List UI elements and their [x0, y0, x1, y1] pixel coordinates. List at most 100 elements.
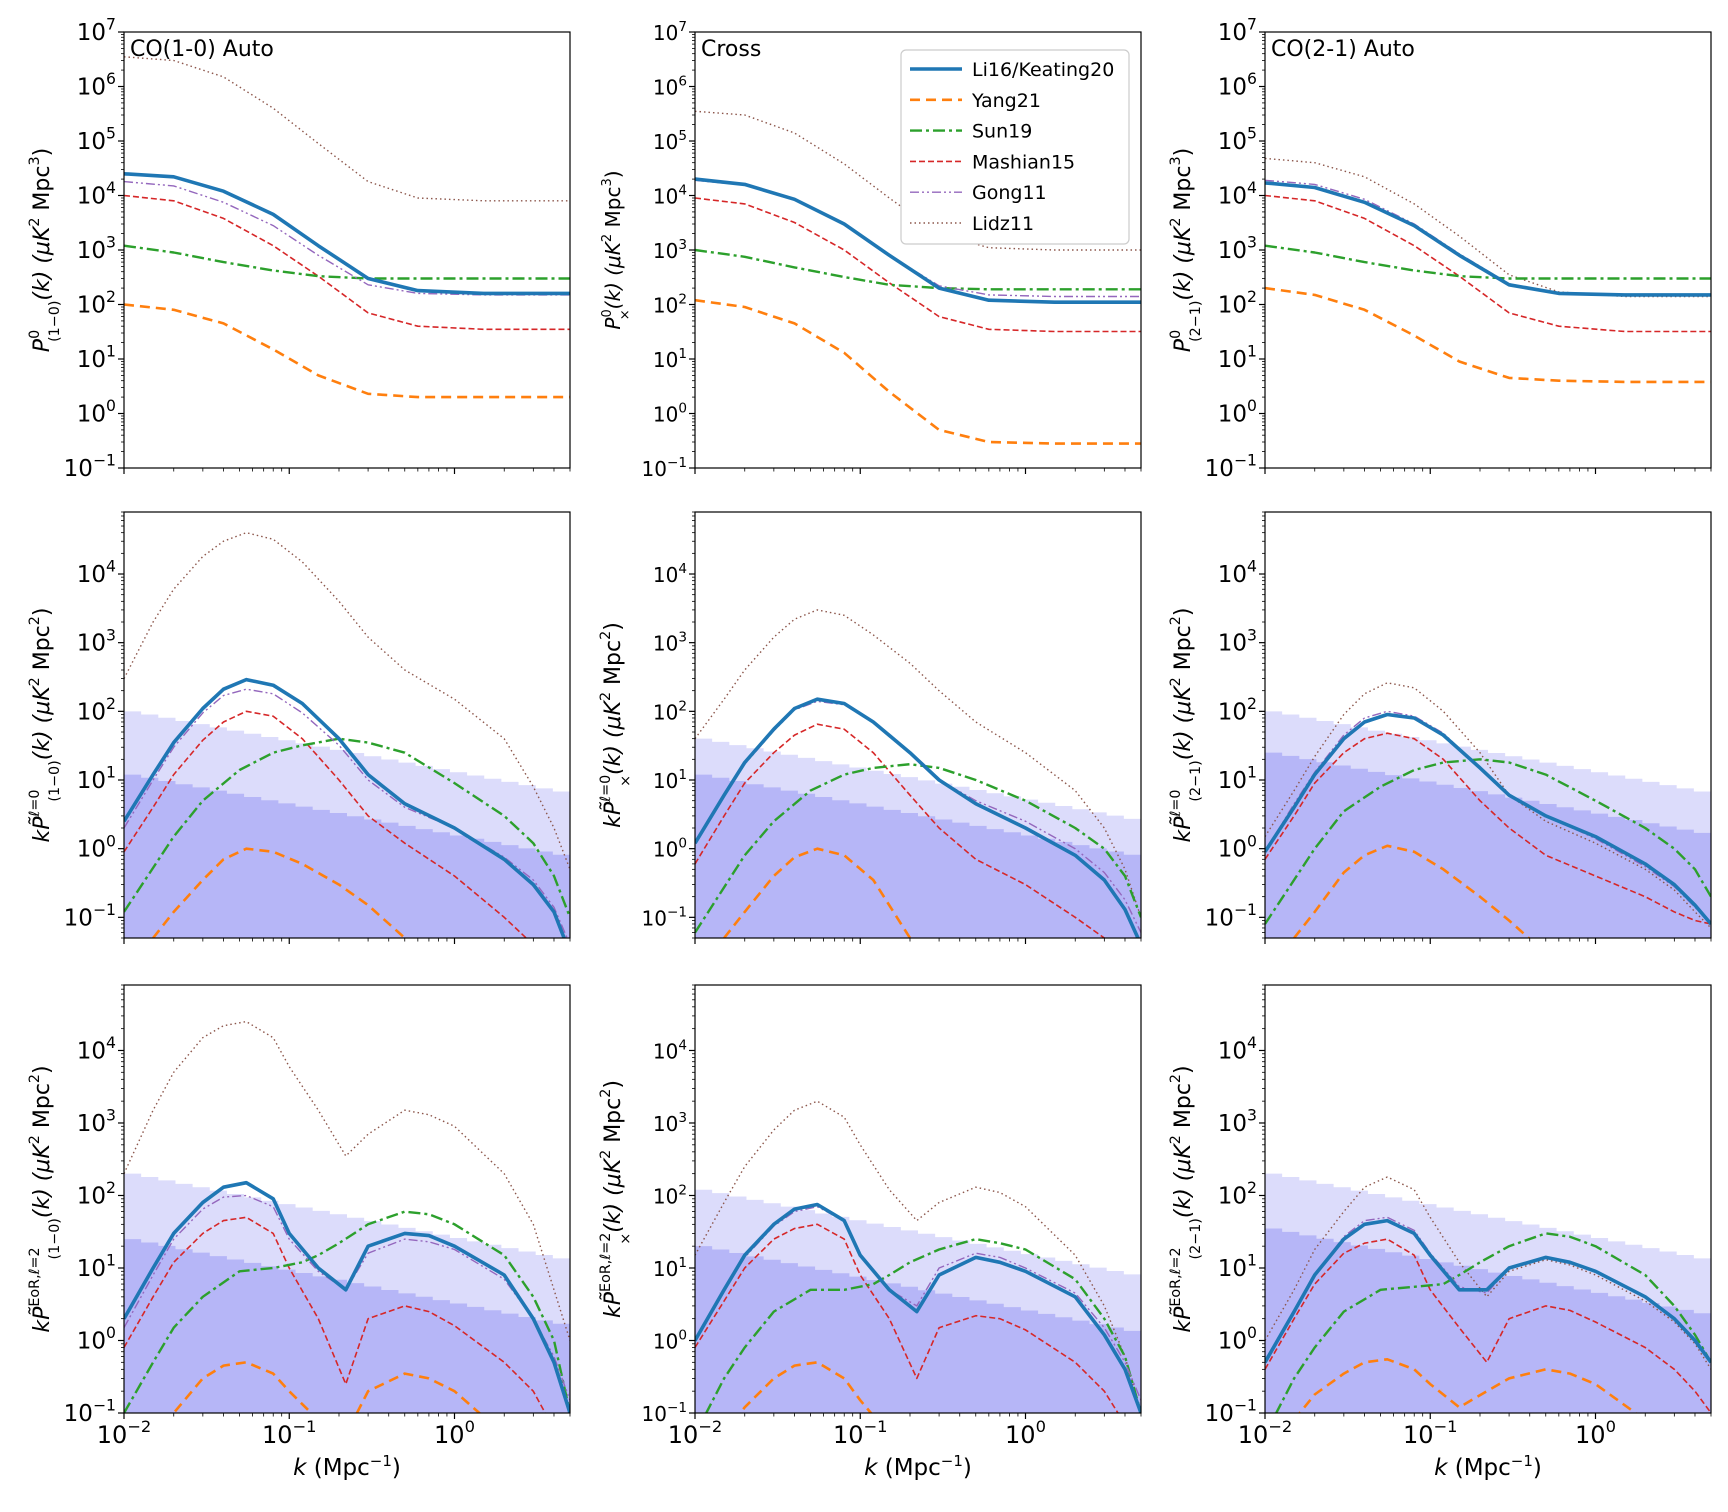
series-li16-keating20: [695, 1202, 1141, 1413]
y-tick-label: 102: [1218, 694, 1257, 725]
plot-area: [124, 56, 570, 399]
x-tick-label: 10−1: [262, 1417, 317, 1449]
x-axis-label: k (Mpc−1): [293, 1452, 401, 1481]
y-tick-label: 100: [653, 401, 687, 427]
x-axis-label: k (Mpc−1): [864, 1452, 972, 1481]
panel-middle-right: 10−1 100 101 102 103 104 kP̃ℓ=0(2−1)(k) (μK2 M…: [1168, 511, 1712, 944]
series-lidz11: [695, 609, 1141, 918]
sensitivity-dark-band: [695, 1246, 1141, 1413]
y-tick-label: 101: [77, 763, 116, 794]
y-tick-label: 10−1: [64, 1396, 116, 1427]
series-sun19: [695, 248, 1141, 291]
series-lidz11: [124, 56, 570, 202]
sensitivity-dark-band: [124, 1239, 570, 1413]
panel-annotation: Cross: [701, 37, 761, 62]
y-tick-label: 107: [653, 19, 687, 45]
panel-top-right: 10−1 100 101 102 103 104 105 106 107 P0 (2−1)(k) (…: [1168, 15, 1712, 482]
y-tick-label: 101: [653, 767, 687, 793]
series-mashian15: [1265, 1238, 1711, 1413]
plot-area: [124, 532, 570, 938]
y-tick-label: 104: [1218, 557, 1257, 588]
y-tick-label: 101: [653, 1255, 687, 1281]
y-tick-label: 100: [77, 1323, 116, 1354]
y-tick-label: 10−1: [64, 451, 116, 482]
legend-label-yang21: Yang21: [971, 90, 1041, 112]
y-axis-label: P0 ×(k) (μK2 Mpc3): [600, 170, 633, 329]
series-sun19: [1265, 758, 1711, 925]
series-yang21: [124, 303, 570, 399]
y-tick-label: 106: [1218, 69, 1257, 100]
axes-frame: [123, 31, 571, 469]
x-tick-label: 10−2: [97, 1417, 152, 1449]
series-li16-keating20: [124, 1180, 570, 1413]
series-sun19: [704, 1237, 1141, 1413]
y-tick-label: 100: [77, 396, 116, 427]
y-tick-label: 103: [77, 625, 116, 656]
axes-frame: [123, 511, 571, 939]
y-tick-label: 104: [653, 1037, 687, 1063]
legend-label-li16-keating20: Li16/Keating20: [972, 59, 1114, 81]
plot-area: [1265, 1173, 1711, 1413]
series-yang21: [1265, 286, 1711, 384]
y-tick-label: 104: [77, 178, 116, 209]
sensitivity-dark-band: [695, 774, 1141, 938]
y-axis-label: P0 (2−1)(k) (μK2 Mpc3): [1168, 148, 1204, 352]
legend-label-gong11: Gong11: [972, 182, 1047, 204]
y-tick-label: 107: [1218, 15, 1257, 46]
y-tick-label: 103: [1218, 1106, 1257, 1137]
plot-area: [1265, 682, 1711, 938]
y-tick-label: 104: [77, 1033, 116, 1064]
plot-area: [124, 1020, 570, 1413]
y-tick-label: 105: [77, 124, 116, 155]
series-lidz11: [1265, 1176, 1711, 1370]
series-li16-keating20: [695, 697, 1140, 938]
series-yang21: [171, 1361, 482, 1413]
series-sun19: [1265, 244, 1711, 280]
axes-frame: [694, 511, 1142, 939]
legend: Li16/Keating20 Yang21 Sun19 Mashian15 Gong11…: [900, 49, 1130, 245]
series-li16-keating20: [1265, 712, 1711, 926]
y-tick-label: 102: [77, 694, 116, 725]
y-tick-label: 10−1: [642, 904, 688, 930]
legend-label-sun19: Sun19: [972, 121, 1032, 143]
y-tick-label: 10−1: [1205, 900, 1257, 931]
x-tick-label: 100: [434, 1417, 475, 1449]
series-lidz11: [124, 532, 570, 870]
y-tick-label: 103: [1218, 233, 1257, 264]
y-tick-label: 101: [1218, 763, 1257, 794]
x-tick-label: 100: [1575, 1417, 1616, 1449]
series-mashian15: [124, 1216, 547, 1413]
y-tick-label: 102: [653, 1182, 687, 1208]
y-tick-label: 100: [1218, 831, 1257, 862]
panel-top-left: 10−1 100 101 102 103 104 105 106 107 P0 (1−0)(k) (…: [27, 15, 571, 482]
y-tick-label: 102: [1218, 1178, 1257, 1209]
y-axis-label: kP̃ℓ=0 ×(k) (μK2 Mpc2): [598, 622, 634, 828]
y-tick-label: 101: [653, 346, 687, 372]
series-yang21: [695, 298, 1141, 445]
sensitivity-dark-band: [1265, 1228, 1711, 1413]
y-tick-label: 101: [1218, 1251, 1257, 1282]
y-axis-label: kP̃EoR,ℓ=2 ×(k) (μK2 Mpc2): [598, 1080, 634, 1318]
series-li16-keating20: [124, 172, 570, 296]
y-tick-label: 101: [1218, 342, 1257, 373]
y-tick-label: 104: [77, 557, 116, 588]
series-mashian15: [1265, 194, 1711, 333]
series-mashian15: [695, 723, 1106, 938]
panel-annotation: CO(2-1) Auto: [1271, 37, 1415, 62]
series-yang21: [738, 1361, 873, 1413]
series-lidz11: [124, 1020, 570, 1341]
series-gong11: [124, 688, 568, 938]
y-tick-label: 10−1: [1205, 1396, 1257, 1427]
y-tick-label: 101: [77, 342, 116, 373]
series-lidz11: [695, 1100, 1141, 1413]
y-tick-label: 102: [77, 287, 116, 318]
y-axis-label: P0 (1−0)(k) (μK2 Mpc3): [27, 148, 63, 352]
y-tick-label: 10−1: [642, 1400, 688, 1426]
plot-area: [695, 1100, 1141, 1413]
x-tick-label: 10−2: [1238, 1417, 1293, 1449]
x-tick-label: 10−1: [1403, 1417, 1458, 1449]
series-mashian15: [1265, 732, 1711, 925]
